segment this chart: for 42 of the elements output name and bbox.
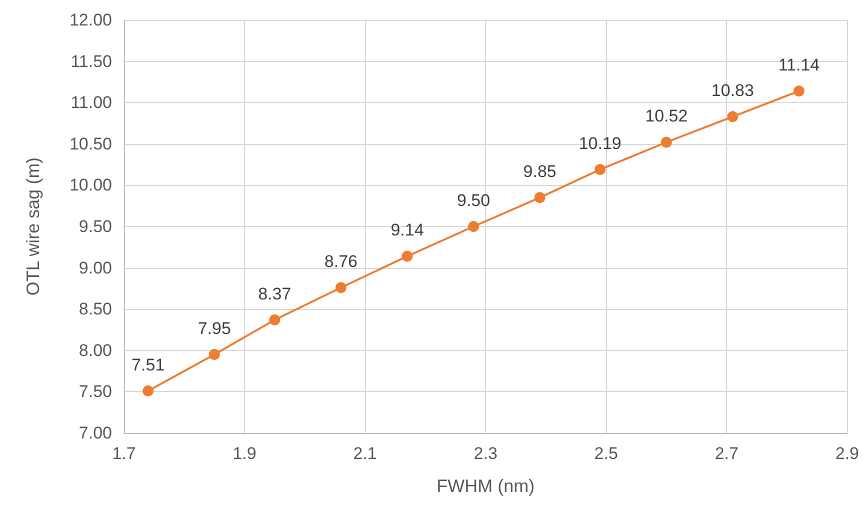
point <box>534 192 546 204</box>
data-label: 7.51 <box>132 355 165 374</box>
y-tick-label: 11.50 <box>70 52 112 71</box>
point <box>727 111 738 122</box>
data-label: 9.85 <box>523 162 556 182</box>
y-tick-label: 9.50 <box>78 217 112 236</box>
point <box>208 349 220 360</box>
x-tick-label: 2.3 <box>474 444 498 463</box>
x-tick-label: 2.9 <box>835 444 860 463</box>
y-tick-label: 11.00 <box>70 93 112 112</box>
x-axis-title: FWHM (nm) <box>436 476 535 496</box>
data-label: 9.14 <box>390 220 424 240</box>
point <box>335 282 346 294</box>
y-tick-label: 10.00 <box>69 176 112 195</box>
data-label: 11.14 <box>778 56 820 75</box>
point <box>269 314 280 326</box>
data-label: 7.95 <box>198 319 231 338</box>
y-tick-label: 7.50 <box>78 382 112 402</box>
y-tick-label: 8.00 <box>78 340 112 360</box>
point <box>142 385 154 396</box>
point <box>468 221 480 232</box>
y-tick-label: 8.50 <box>78 300 112 319</box>
y-tick-label: 10.50 <box>69 134 112 154</box>
x-tick-label: 2.5 <box>594 444 618 463</box>
point <box>594 164 606 176</box>
x-tick-label: 2.7 <box>714 444 738 463</box>
data-label: 8.76 <box>324 252 358 272</box>
data-label: 10.52 <box>645 106 688 126</box>
data-label: 10.83 <box>711 81 754 100</box>
y-tick-label: 12.00 <box>69 10 112 30</box>
y-tick-label: 9.00 <box>78 258 112 278</box>
x-tick-label: 1.7 <box>112 444 136 463</box>
y-tick-label: 7.00 <box>78 424 112 442</box>
x-tick-label: 1.9 <box>232 444 256 463</box>
y-axis-title: OTL wire sag (m) <box>23 157 43 296</box>
data-label: 10.19 <box>578 134 622 154</box>
x-tick-label: 2.1 <box>353 444 377 463</box>
point <box>660 136 672 148</box>
data-label: 9.50 <box>456 191 490 210</box>
data-label: 8.37 <box>258 284 292 304</box>
point <box>402 250 413 262</box>
point <box>793 86 804 97</box>
